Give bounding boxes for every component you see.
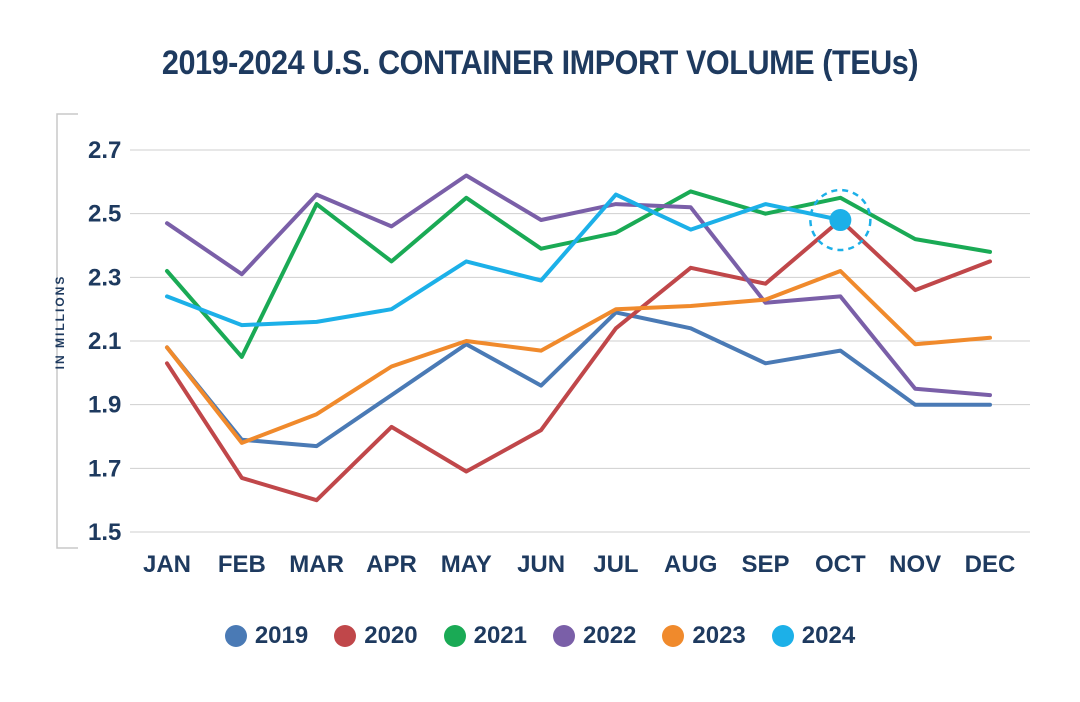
legend-swatch xyxy=(662,625,685,647)
series-line-2022 xyxy=(165,173,992,398)
x-tick-label: AUG xyxy=(664,551,717,578)
legend-label: 2024 xyxy=(801,622,856,649)
series-line-2021 xyxy=(165,189,992,359)
legend-item-2022: 2022 xyxy=(553,622,636,650)
gridlines xyxy=(130,149,1030,533)
y-tick-label: 2.7 xyxy=(88,137,121,164)
y-tick-label: 1.7 xyxy=(88,455,121,482)
y-tick-label: 2.3 xyxy=(88,264,121,291)
legend-swatch xyxy=(334,625,357,647)
x-tick-label: JUN xyxy=(517,551,565,578)
x-tick-label: MAY xyxy=(441,551,492,578)
highlight-ring xyxy=(809,188,872,252)
legend-item-2019: 2019 xyxy=(224,622,309,650)
series-line-2019 xyxy=(165,310,992,449)
series-line-2023 xyxy=(165,269,992,445)
legend-label: 2023 xyxy=(692,622,746,649)
legend-label: 2022 xyxy=(583,622,637,649)
y-tick-label: 1.5 xyxy=(88,519,121,546)
x-tick-labels: JAN FEB MAR APR MAY JUN JUL AUG SEP OCT NOV DEC xyxy=(143,551,1015,578)
legend-item-2024: 2024 xyxy=(771,622,856,650)
x-tick-label: DEC xyxy=(965,551,1016,578)
highlight-dot xyxy=(829,209,852,232)
series-line-2020 xyxy=(165,218,992,503)
legend-label: 2021 xyxy=(473,622,527,649)
highlight-marker xyxy=(809,188,872,252)
y-tick-label: 1.9 xyxy=(88,392,121,419)
x-tick-label: MAR xyxy=(289,551,344,578)
series-lines xyxy=(165,173,992,503)
legend-swatch xyxy=(553,625,575,647)
x-tick-label: NOV xyxy=(889,551,941,578)
y-tick-label: 2.1 xyxy=(88,328,121,355)
legend-label: 2020 xyxy=(364,622,418,649)
legend-item-2021: 2021 xyxy=(443,622,527,650)
x-tick-label: SEP xyxy=(742,551,790,578)
x-tick-label: FEB xyxy=(218,551,266,578)
legend: 2019 2020 2021 2022 2023 2024 xyxy=(0,622,1080,650)
y-axis-label: IN MILLIONS xyxy=(53,275,67,370)
legend-item-2023: 2023 xyxy=(662,622,746,650)
x-tick-label: JAN xyxy=(143,551,191,578)
legend-swatch xyxy=(443,625,466,647)
x-tick-label: APR xyxy=(366,551,417,578)
legend-swatch xyxy=(224,625,247,647)
chart-title: 2019-2024 U.S. CONTAINER IMPORT VOLUME (… xyxy=(161,44,919,82)
x-tick-label: JUL xyxy=(593,551,638,578)
x-tick-label: OCT xyxy=(815,551,866,578)
y-tick-label: 2.5 xyxy=(88,201,121,228)
legend-label: 2019 xyxy=(254,622,309,649)
y-tick-labels: 1.5 1.7 1.9 2.1 2.3 2.5 2.7 xyxy=(88,137,121,546)
y-axis-bracket xyxy=(56,113,78,549)
axis-bracket-line xyxy=(56,113,78,549)
series-line-2024 xyxy=(165,192,843,328)
legend-item-2020: 2020 xyxy=(334,622,418,650)
legend-swatch xyxy=(771,625,794,647)
